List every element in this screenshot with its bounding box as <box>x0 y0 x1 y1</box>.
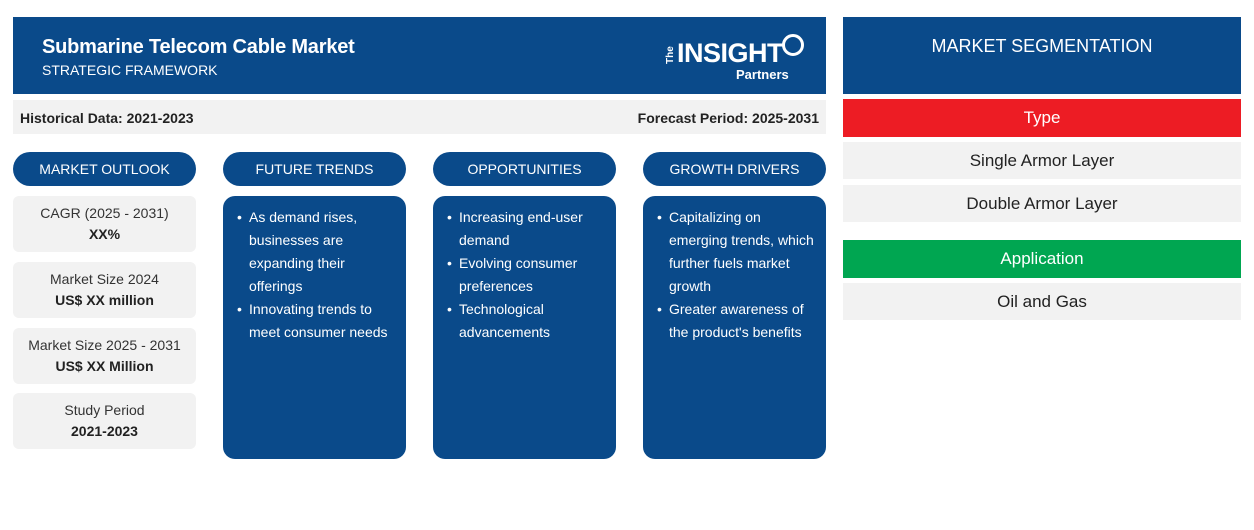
historical-period: Historical Data: 2021-2023 <box>20 110 194 126</box>
stat-value: 2021-2023 <box>71 423 138 439</box>
stat-label: Study Period <box>64 402 145 418</box>
stat-card-market-size-forecast: Market Size 2025 - 2031 US$ XX Million <box>13 328 196 384</box>
segment-item-single-armor-layer: Single Armor Layer <box>843 142 1241 179</box>
segment-item-oil-and-gas: Oil and Gas <box>843 283 1241 320</box>
opportunities-panel: Increasing end-user demand Evolving cons… <box>433 196 616 459</box>
market-outlook-header: MARKET OUTLOOK <box>13 152 196 186</box>
future-trends-header: FUTURE TRENDS <box>223 152 406 186</box>
stat-label: Market Size 2025 - 2031 <box>28 337 181 353</box>
stat-card-market-size-2024: Market Size 2024 US$ XX million <box>13 262 196 318</box>
stat-label: CAGR (2025 - 2031) <box>40 205 169 221</box>
future-trends-list: As demand rises, businesses are expandin… <box>237 206 396 344</box>
stat-label: Market Size 2024 <box>50 271 159 287</box>
stat-card-study-period: Study Period 2021-2023 <box>13 393 196 449</box>
list-item: Greater awareness of the product's benef… <box>657 298 816 344</box>
list-item: Technological advancements <box>447 298 606 344</box>
report-subtitle: STRATEGIC FRAMEWORK <box>42 62 218 78</box>
logo-partners-text: Partners <box>736 67 789 82</box>
report-title: Submarine Telecom Cable Market <box>42 36 355 58</box>
logo-ring-icon <box>782 34 804 56</box>
stat-value: US$ XX Million <box>55 358 154 374</box>
growth-drivers-panel: Capitalizing on emerging trends, which f… <box>643 196 826 459</box>
segment-type-header: Type <box>843 99 1241 137</box>
list-item: Innovating trends to meet consumer needs <box>237 298 396 344</box>
future-trends-panel: As demand rises, businesses are expandin… <box>223 196 406 459</box>
growth-drivers-header: GROWTH DRIVERS <box>643 152 826 186</box>
forecast-period: Forecast Period: 2025-2031 <box>637 110 819 126</box>
segment-application-header: Application <box>843 240 1241 278</box>
opportunities-header: OPPORTUNITIES <box>433 152 616 186</box>
list-item: Increasing end-user demand <box>447 206 606 252</box>
list-item: As demand rises, businesses are expandin… <box>237 206 396 298</box>
logo-insight-text: INSIGHT <box>677 38 784 68</box>
list-item: Capitalizing on emerging trends, which f… <box>657 206 816 298</box>
insight-partners-logo: The INSIGHT Partners <box>665 30 805 86</box>
period-strip: Historical Data: 2021-2023 Forecast Peri… <box>13 100 826 134</box>
segment-item-double-armor-layer: Double Armor Layer <box>843 185 1241 222</box>
logo-the-text: The <box>665 46 676 64</box>
opportunities-list: Increasing end-user demand Evolving cons… <box>447 206 606 344</box>
header-banner: Submarine Telecom Cable Market STRATEGIC… <box>13 17 826 94</box>
segmentation-title: MARKET SEGMENTATION <box>843 17 1241 94</box>
stat-value: XX% <box>88 226 121 242</box>
stat-card-cagr: CAGR (2025 - 2031) XX% <box>13 196 196 252</box>
stat-value: US$ XX million <box>55 292 154 308</box>
list-item: Evolving consumer preferences <box>447 252 606 298</box>
growth-drivers-list: Capitalizing on emerging trends, which f… <box>657 206 816 344</box>
